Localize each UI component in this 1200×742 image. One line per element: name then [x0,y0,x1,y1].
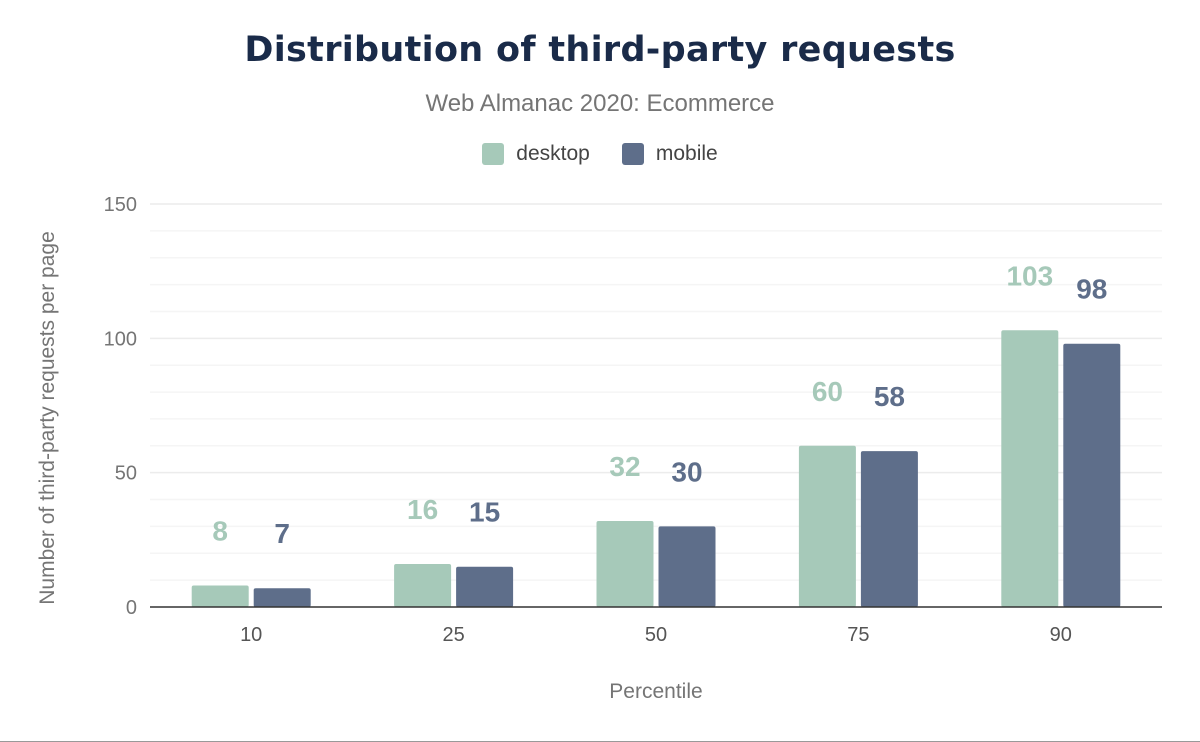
chart-subtitle: Web Almanac 2020: Ecommerce [425,90,775,117]
data-label-mobile: 15 [469,497,500,528]
data-label-desktop: 60 [812,376,843,407]
x-tick-label: 50 [645,624,667,646]
data-label-desktop: 16 [407,494,438,525]
y-axis-title: Number of third-party requests per page [36,231,59,605]
x-tick-label: 10 [240,624,262,646]
legend-swatch-desktop [482,143,505,165]
bar-desktop [394,564,452,607]
x-tick-label: 90 [1050,624,1072,646]
legend-item-desktop[interactable]: desktop [482,142,590,166]
data-label-mobile: 58 [874,381,905,412]
data-label-desktop: 32 [609,451,640,482]
data-label-mobile: 98 [1076,274,1107,305]
legend-item-mobile[interactable]: mobile [621,142,718,166]
legend: desktop mobile [0,142,1200,166]
bar-desktop [1001,330,1059,607]
chart-title: Distribution of third-party requests [244,30,956,70]
data-label-mobile: 7 [274,518,290,549]
y-tick-label: 100 [104,328,137,350]
bar-mobile [253,588,311,607]
data-label-mobile: 30 [671,456,702,487]
bar-mobile [1063,343,1121,607]
y-tick-label: 50 [115,463,137,485]
legend-label-desktop: desktop [516,142,590,165]
bar-desktop [798,445,856,607]
bar-desktop [596,521,654,607]
bar-desktop [191,585,249,607]
data-label-desktop: 8 [212,516,228,547]
x-tick-label: 25 [442,624,464,646]
x-axis-title: Percentile [609,680,702,703]
x-tick-label: 75 [847,624,869,646]
legend-swatch-mobile [621,143,644,165]
bar-mobile [658,526,716,607]
y-tick-label: 150 [104,194,137,216]
bar-mobile [860,451,918,607]
y-tick-label: 0 [126,597,137,619]
bar-mobile [456,566,514,607]
legend-label-mobile: mobile [655,142,718,165]
data-label-desktop: 103 [1006,260,1053,291]
